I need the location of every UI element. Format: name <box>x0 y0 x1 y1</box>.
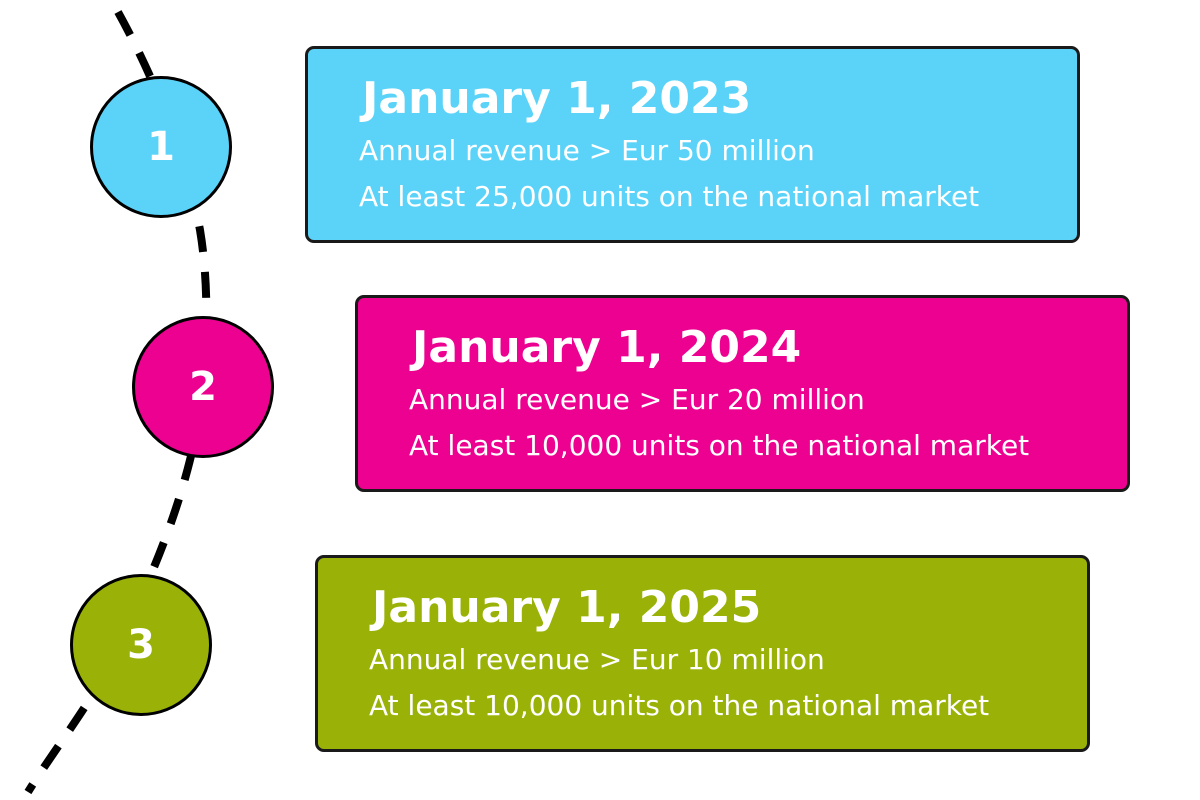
step-3-number: 3 <box>127 622 155 668</box>
step-3-marker: 3 <box>70 574 212 716</box>
step-2-marker: 2 <box>132 316 274 458</box>
step-3-units: At least 10,000 units on the national ma… <box>369 689 990 722</box>
step-2-number: 2 <box>189 364 217 410</box>
step-1-date: January 1, 2023 <box>362 73 752 124</box>
step-1-marker: 1 <box>90 76 232 218</box>
step-3-revenue: Annual revenue > Eur 10 million <box>369 643 825 676</box>
step-1-card: January 1, 2023 Annual revenue > Eur 50 … <box>305 46 1080 243</box>
step-1-revenue: Annual revenue > Eur 50 million <box>359 134 815 167</box>
step-3-card: January 1, 2025 Annual revenue > Eur 10 … <box>315 555 1090 752</box>
step-2-units: At least 10,000 units on the national ma… <box>409 429 1030 462</box>
step-2-revenue: Annual revenue > Eur 20 million <box>409 383 865 416</box>
step-1-units: At least 25,000 units on the national ma… <box>359 180 980 213</box>
step-1-number: 1 <box>147 124 175 170</box>
step-2-date: January 1, 2024 <box>412 322 802 373</box>
step-3-date: January 1, 2025 <box>372 582 762 633</box>
step-2-card: January 1, 2024 Annual revenue > Eur 20 … <box>355 295 1130 492</box>
